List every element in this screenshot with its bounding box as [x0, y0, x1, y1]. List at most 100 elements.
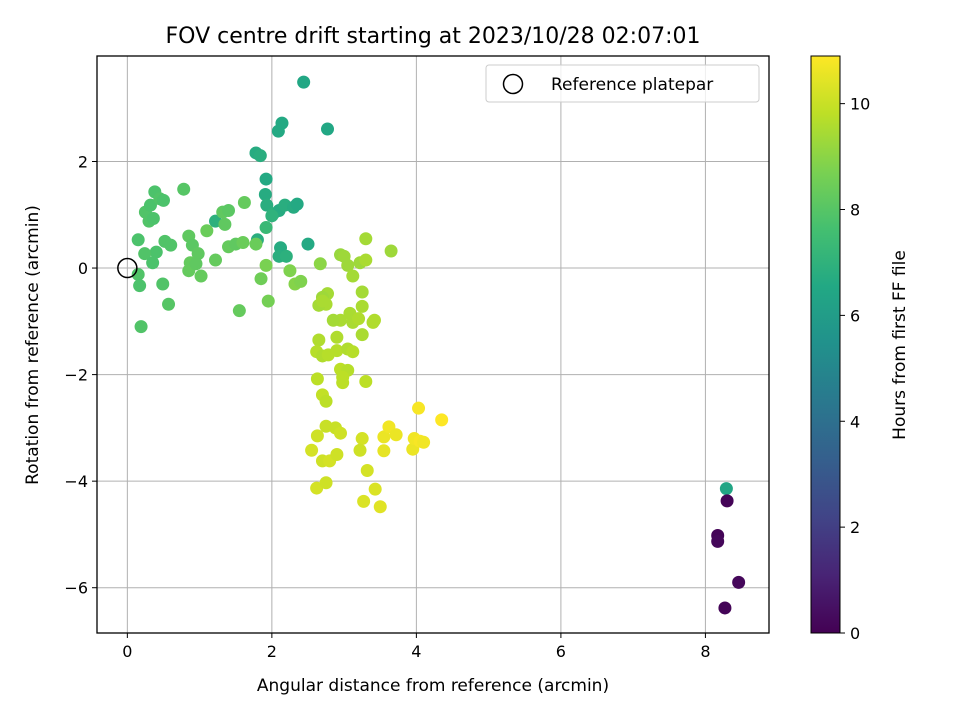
data-point: [377, 430, 391, 444]
data-point: [232, 304, 246, 318]
data-point: [373, 500, 387, 514]
data-point: [258, 188, 272, 202]
y-axis-label: Rotation from reference (arcmin): [23, 205, 43, 485]
data-point: [319, 476, 333, 490]
data-point: [355, 299, 369, 313]
data-point: [368, 482, 382, 496]
data-point: [301, 237, 315, 251]
data-point: [353, 443, 367, 457]
data-point: [134, 320, 148, 334]
colorbar-tick-label: 10: [850, 95, 870, 114]
data-point: [377, 444, 391, 458]
colorbar-tick-label: 4: [850, 412, 860, 431]
data-point: [218, 217, 232, 231]
data-point: [346, 345, 360, 359]
data-point: [146, 211, 160, 225]
data-point: [249, 237, 263, 251]
data-point: [417, 435, 431, 449]
data-point: [330, 344, 344, 358]
x-axis-label: Angular distance from reference (arcmin): [257, 676, 609, 696]
y-tick-label: 2: [78, 152, 88, 171]
colorbar-tick-label: 8: [850, 201, 860, 220]
reference-platepar-marker: [117, 257, 138, 279]
data-point: [156, 277, 170, 291]
data-point: [718, 601, 732, 615]
data-point: [326, 313, 340, 327]
y-tick-label: 0: [78, 259, 88, 278]
data-point: [319, 394, 333, 408]
axis-ticks: 0 2 4 6 8 −6 −4 −2 0 2: [64, 152, 710, 661]
data-point: [355, 328, 369, 342]
data-point: [389, 428, 403, 442]
colorbar-tick-label: 0: [850, 624, 860, 643]
data-point: [149, 245, 163, 259]
colorbar: 0 2 4 6 8 10 Hours from first FF file: [810, 55, 910, 643]
data-point: [222, 204, 236, 218]
data-point: [352, 312, 366, 326]
y-tick-label: −4: [64, 472, 88, 491]
data-point: [191, 247, 205, 261]
data-point: [367, 313, 381, 327]
data-point: [336, 376, 350, 390]
legend-label: Reference platepar: [551, 75, 713, 95]
data-point: [359, 375, 373, 389]
data-point: [162, 297, 176, 311]
data-point: [189, 257, 203, 271]
data-point: [290, 197, 304, 211]
data-point: [312, 333, 326, 347]
data-point: [310, 429, 324, 443]
data-point: [357, 494, 371, 508]
data-point: [254, 272, 268, 286]
data-point: [200, 224, 214, 238]
data-point: [310, 372, 324, 386]
data-points: [131, 75, 746, 615]
data-point: [711, 534, 725, 548]
data-point: [719, 482, 733, 496]
y-tick-label: −6: [64, 579, 88, 598]
data-point: [341, 258, 355, 272]
data-point: [330, 448, 344, 462]
data-point: [236, 235, 250, 249]
data-point: [259, 221, 273, 235]
data-point: [720, 494, 734, 508]
data-point: [355, 285, 369, 299]
data-point: [259, 172, 273, 186]
data-point: [209, 253, 223, 267]
data-point: [359, 253, 373, 267]
data-point: [334, 426, 348, 440]
data-point: [412, 401, 426, 415]
data-point: [138, 247, 152, 261]
data-point: [297, 75, 311, 89]
data-point: [146, 256, 160, 270]
chart-title: FOV centre drift starting at 2023/10/28 …: [166, 24, 701, 49]
data-point: [330, 330, 344, 344]
data-point: [360, 464, 374, 478]
data-point: [265, 209, 279, 223]
data-point: [261, 294, 275, 308]
data-point: [279, 249, 293, 263]
data-point: [143, 198, 157, 212]
x-tick-label: 2: [267, 642, 277, 661]
reference-marker-layer: [117, 257, 138, 279]
data-point: [313, 257, 327, 271]
data-point: [164, 238, 178, 252]
data-point: [294, 274, 308, 288]
data-point: [156, 193, 170, 207]
data-point: [131, 267, 145, 281]
data-point: [315, 294, 329, 308]
x-tick-label: 6: [556, 642, 566, 661]
x-tick-label: 4: [411, 642, 421, 661]
grid: [97, 56, 769, 633]
data-point: [283, 264, 297, 278]
data-point: [321, 122, 335, 136]
data-point: [355, 432, 369, 446]
data-point: [384, 244, 398, 258]
legend: Reference platepar: [485, 64, 760, 103]
data-point: [359, 232, 373, 246]
data-point: [271, 124, 285, 138]
data-point: [253, 149, 267, 163]
x-tick-label: 0: [122, 642, 132, 661]
data-point: [133, 279, 147, 293]
x-tick-label: 8: [700, 642, 710, 661]
